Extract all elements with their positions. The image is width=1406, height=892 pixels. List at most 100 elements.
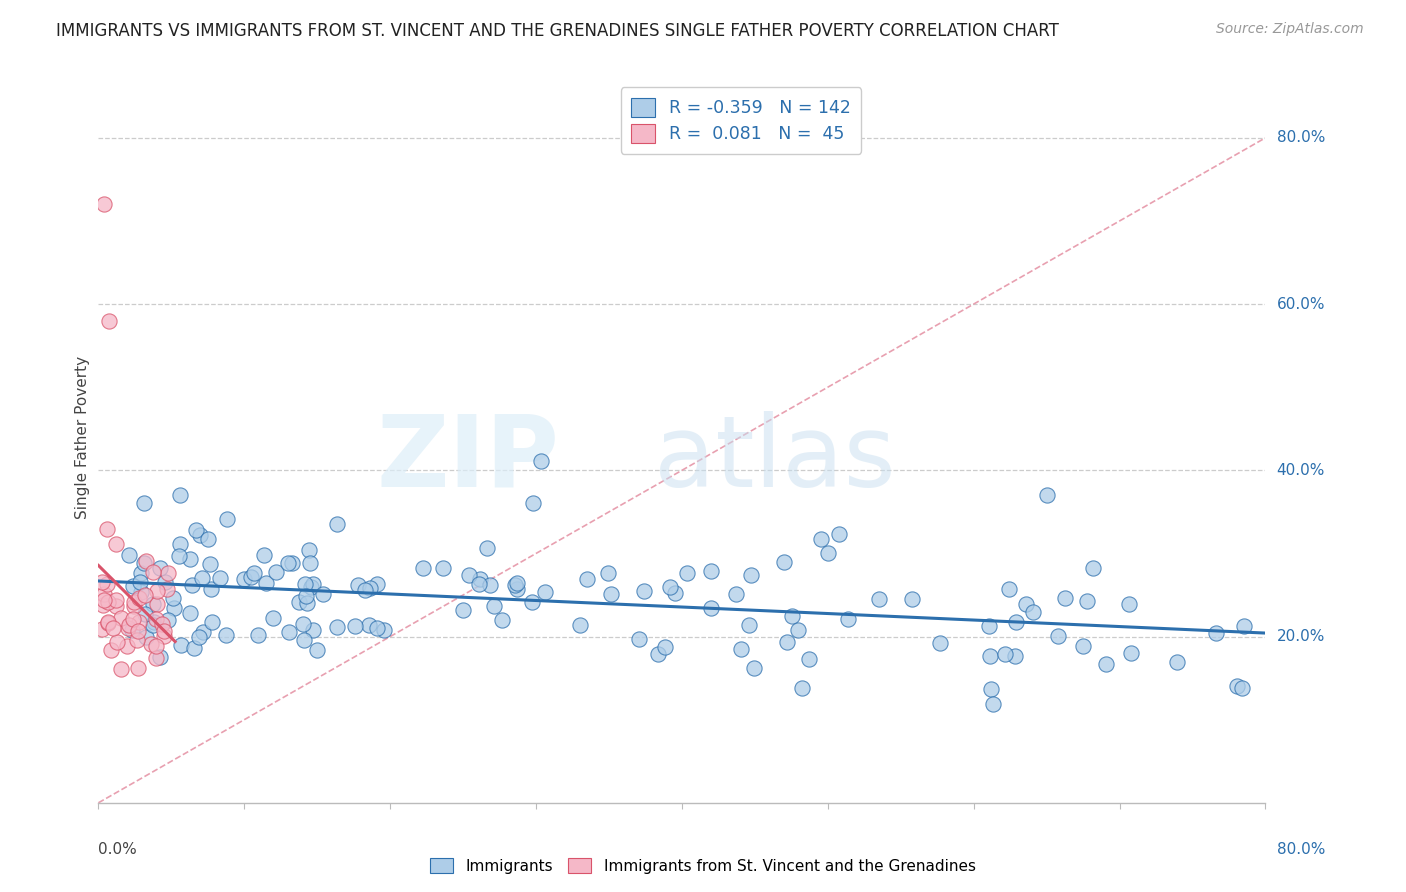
- Point: [344, 619, 367, 633]
- Point: [993, 647, 1015, 661]
- Point: [117, 621, 139, 635]
- Point: [373, 624, 395, 638]
- Point: [776, 635, 799, 649]
- Point: [243, 566, 266, 580]
- Point: [125, 633, 148, 648]
- Point: [1015, 598, 1038, 612]
- Point: [183, 640, 205, 655]
- Point: [1081, 560, 1104, 574]
- Point: [215, 628, 238, 642]
- Point: [143, 615, 166, 630]
- Point: [730, 641, 752, 656]
- Point: [162, 600, 184, 615]
- Point: [366, 622, 388, 636]
- Point: [169, 549, 191, 564]
- Point: [93, 592, 115, 607]
- Point: [980, 681, 1002, 696]
- Point: [773, 555, 796, 569]
- Point: [93, 587, 115, 601]
- Point: [837, 612, 859, 626]
- Point: [246, 628, 269, 642]
- Point: [127, 661, 149, 675]
- Point: [742, 661, 765, 675]
- Point: [654, 640, 676, 654]
- Point: [787, 624, 810, 638]
- Point: [828, 527, 851, 541]
- Point: [359, 582, 381, 596]
- Point: [700, 601, 723, 615]
- Text: 40.0%: 40.0%: [1277, 463, 1324, 478]
- Point: [96, 576, 118, 591]
- Point: [179, 552, 201, 566]
- Point: [179, 606, 201, 620]
- Point: [100, 643, 122, 657]
- Point: [104, 593, 127, 607]
- Point: [475, 541, 498, 555]
- Point: [97, 595, 120, 609]
- Point: [201, 615, 224, 630]
- Point: [90, 574, 112, 589]
- Point: [780, 608, 803, 623]
- Text: 80.0%: 80.0%: [1277, 842, 1324, 856]
- Y-axis label: Single Father Poverty: Single Father Poverty: [75, 356, 90, 518]
- Point: [162, 591, 184, 606]
- Point: [105, 537, 128, 551]
- Point: [90, 622, 112, 636]
- Point: [633, 584, 655, 599]
- Point: [534, 585, 557, 599]
- Point: [506, 575, 529, 590]
- Text: 80.0%: 80.0%: [1277, 130, 1324, 145]
- Point: [93, 197, 115, 211]
- Point: [325, 516, 347, 531]
- Point: [412, 561, 434, 575]
- Point: [530, 454, 553, 468]
- Point: [294, 577, 316, 591]
- Point: [600, 587, 623, 601]
- Point: [96, 521, 118, 535]
- Point: [366, 577, 388, 591]
- Point: [299, 580, 322, 594]
- Point: [810, 533, 832, 547]
- Point: [278, 625, 301, 640]
- Point: [301, 576, 323, 591]
- Point: [453, 602, 475, 616]
- Point: [110, 662, 132, 676]
- Point: [503, 577, 526, 591]
- Point: [121, 624, 143, 638]
- Point: [1005, 615, 1028, 629]
- Point: [432, 561, 454, 575]
- Text: 20.0%: 20.0%: [1277, 629, 1324, 644]
- Point: [1076, 594, 1098, 608]
- Point: [817, 546, 839, 560]
- Point: [1054, 591, 1077, 605]
- Point: [169, 487, 191, 501]
- Point: [253, 548, 276, 562]
- Point: [152, 624, 174, 638]
- Point: [180, 578, 202, 592]
- Text: atlas: atlas: [654, 410, 896, 508]
- Point: [326, 620, 349, 634]
- Point: [121, 578, 143, 592]
- Point: [479, 577, 502, 591]
- Text: 0.0%: 0.0%: [98, 842, 138, 856]
- Point: [700, 565, 723, 579]
- Point: [790, 681, 813, 696]
- Point: [596, 566, 619, 580]
- Point: [101, 621, 124, 635]
- Point: [1230, 681, 1253, 696]
- Point: [128, 575, 150, 590]
- Point: [1035, 488, 1057, 502]
- Point: [156, 582, 179, 596]
- Point: [146, 583, 169, 598]
- Point: [302, 623, 325, 637]
- Point: [156, 566, 179, 581]
- Text: Source: ZipAtlas.com: Source: ZipAtlas.com: [1216, 22, 1364, 37]
- Point: [118, 548, 141, 562]
- Point: [97, 615, 120, 629]
- Point: [104, 599, 127, 614]
- Point: [254, 575, 277, 590]
- Point: [298, 556, 321, 570]
- Point: [142, 597, 165, 611]
- Point: [134, 588, 156, 602]
- Point: [97, 314, 120, 328]
